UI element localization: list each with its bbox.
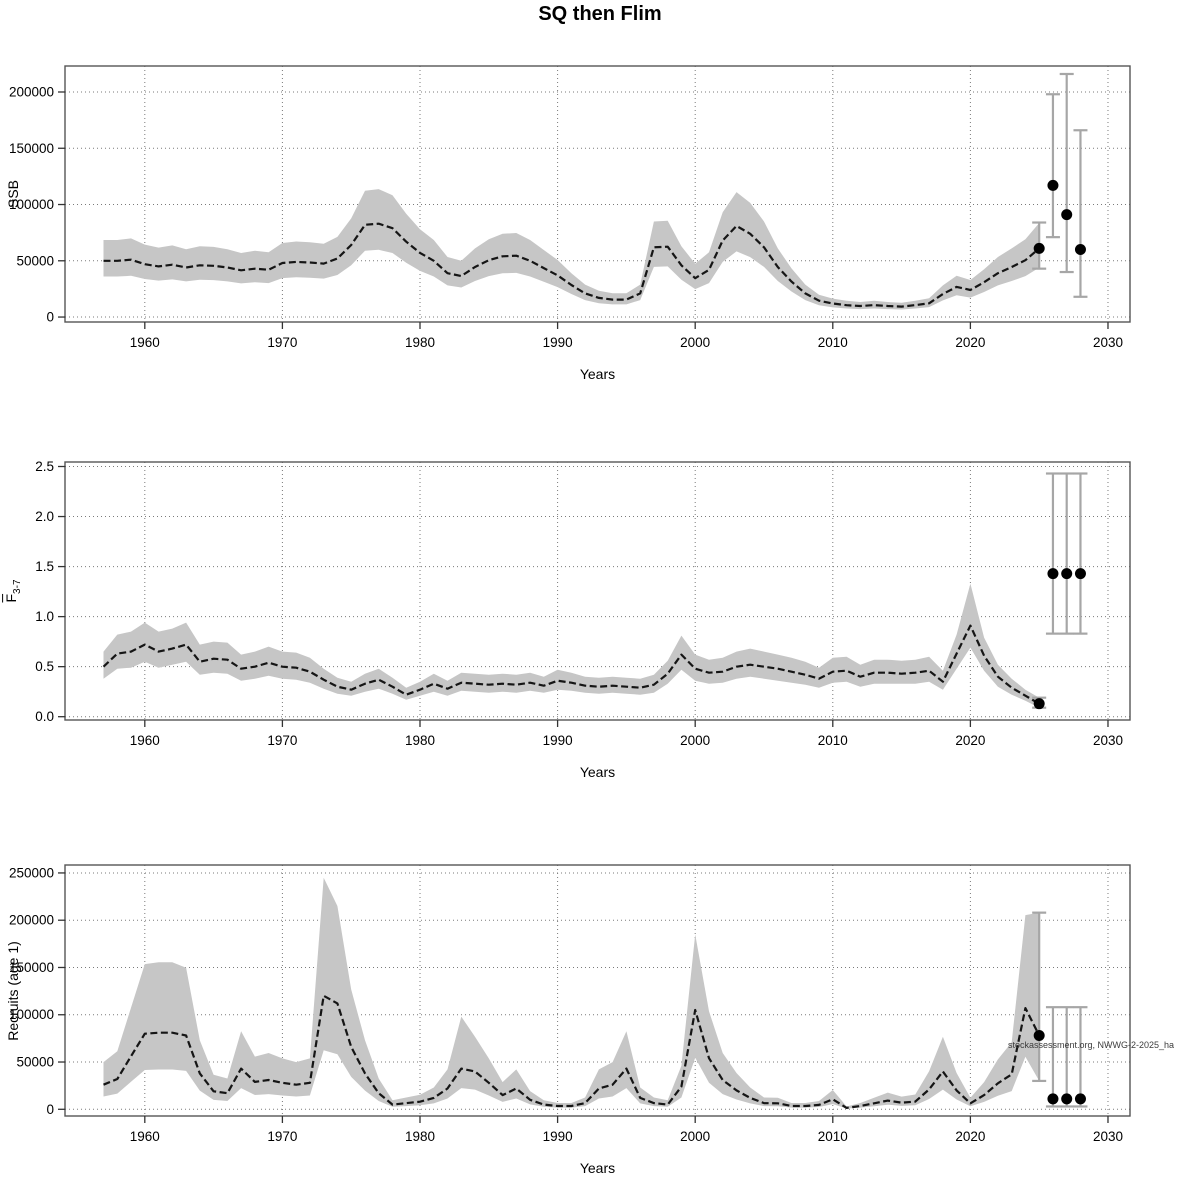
x-tick-label: 2010 — [818, 733, 848, 748]
forecast-point-recruits-2028 — [1074, 1093, 1086, 1105]
watermark-text: stockassessment.org, NWWG-2-2025_ha — [1008, 1040, 1175, 1050]
forecast-point-ssb-2026 — [1047, 179, 1059, 191]
final-point-recruits — [1032, 911, 1047, 1083]
x-tick-label: 1960 — [130, 335, 160, 350]
forecast-point-f-2027 — [1061, 568, 1073, 580]
y-tick-label: 1.5 — [35, 559, 54, 574]
grid-ssb — [65, 66, 1130, 322]
forecast-recruits — [1045, 1006, 1088, 1108]
plot-box-recruits — [64, 864, 1131, 1117]
final-point-f — [1032, 696, 1047, 710]
y-tick-label: 150000 — [9, 141, 54, 156]
forecast-f — [1045, 472, 1088, 635]
y-tick-label: 50000 — [16, 1055, 54, 1070]
y-tick-label: 0.0 — [35, 709, 54, 724]
x-tick-label: 1980 — [405, 335, 435, 350]
x-tick-label: 2030 — [1093, 335, 1123, 350]
forecast-point-f-2028 — [1074, 568, 1086, 580]
x-axis-label-ssb: Years — [580, 366, 615, 382]
x-tick-label: 2030 — [1093, 733, 1123, 748]
forecast-point-recruits-2026 — [1047, 1093, 1059, 1105]
grid-f — [65, 462, 1130, 720]
y-tick-label: 2.0 — [35, 509, 54, 524]
confidence-band-recruits — [103, 877, 1040, 1109]
x-tick-label: 2020 — [955, 733, 985, 748]
plot-box-f — [64, 461, 1131, 721]
x-tick-label: 1990 — [543, 733, 573, 748]
x-tick-label: 2030 — [1093, 1129, 1123, 1144]
x-tick-label: 1990 — [543, 335, 573, 350]
estimate-line-ssb — [103, 222, 1040, 308]
y-tick-label: 150000 — [9, 960, 54, 975]
panel-recruits: 1960 1970 1980 1990 2000 2010 2020 2030 0 50000 10… — [9, 864, 1131, 1176]
y-tick-label: 200000 — [9, 84, 54, 99]
estimate-line-recruits — [103, 994, 1041, 1110]
panel-ssb: 1960 1970 1980 1990 2000 2010 2020 2030 0 50000 10… — [9, 65, 1131, 382]
axes-ssb: 1960 1970 1980 1990 2000 2010 2020 2030 0 50000 10… — [9, 84, 1123, 382]
y-tick-label: 2.5 — [35, 459, 54, 474]
confidence-band-f — [103, 583, 1040, 708]
forecast-ssb — [1045, 72, 1088, 298]
y-tick-label: 0.5 — [35, 659, 54, 674]
x-tick-label: 2010 — [818, 335, 848, 350]
y-tick-label: 200000 — [9, 913, 54, 928]
x-tick-label: 1970 — [267, 733, 297, 748]
forecast-point-ssb-2027 — [1061, 209, 1073, 221]
y-tick-label: 0 — [46, 310, 54, 325]
confidence-band-ssb — [103, 189, 1040, 310]
estimate-line-f — [102, 624, 1040, 705]
x-tick-label: 2020 — [955, 335, 985, 350]
x-tick-label: 1990 — [543, 1129, 573, 1144]
forecast-point-recruits-2027 — [1061, 1093, 1073, 1105]
x-tick-label: 2000 — [680, 1129, 710, 1144]
grid-recruits — [65, 865, 1130, 1116]
x-tick-label: 1960 — [130, 733, 160, 748]
axes-recruits: 1960 1970 1980 1990 2000 2010 2020 2030 0 50000 10… — [9, 865, 1123, 1176]
y-tick-label: 50000 — [16, 253, 54, 268]
x-tick-label: 2000 — [680, 335, 710, 350]
forecast-point-f-2026 — [1047, 568, 1059, 580]
x-axis-label-f: Years — [580, 764, 615, 780]
y-tick-label: 250000 — [9, 865, 54, 880]
chart-title: SQ then Flim — [538, 3, 662, 25]
x-tick-label: 2000 — [680, 733, 710, 748]
x-tick-label: 1960 — [130, 1129, 160, 1144]
x-tick-label: 2010 — [818, 1129, 848, 1144]
axes-f: 1960 1970 1980 1990 2000 2010 2020 2030 0.0 0.5 1.… — [35, 459, 1123, 780]
x-tick-label: 1980 — [405, 1129, 435, 1144]
plot-box-ssb — [64, 65, 1131, 323]
forecast-point-ssb-2028 — [1074, 244, 1086, 256]
y-tick-label: 0 — [46, 1102, 54, 1117]
y-tick-label: 100000 — [9, 1007, 54, 1022]
y-tick-label: 1.0 — [35, 609, 54, 624]
x-axis-label-recruits: Years — [580, 1160, 615, 1176]
x-tick-label: 1970 — [267, 1129, 297, 1144]
x-tick-label: 1980 — [405, 733, 435, 748]
x-tick-label: 1970 — [267, 335, 297, 350]
y-tick-label: 100000 — [9, 197, 54, 212]
final-point-ssb — [1032, 221, 1047, 270]
panel-f: 1960 1970 1980 1990 2000 2010 2020 2030 0.0 0.5 1.… — [35, 459, 1131, 780]
x-tick-label: 2020 — [955, 1129, 985, 1144]
